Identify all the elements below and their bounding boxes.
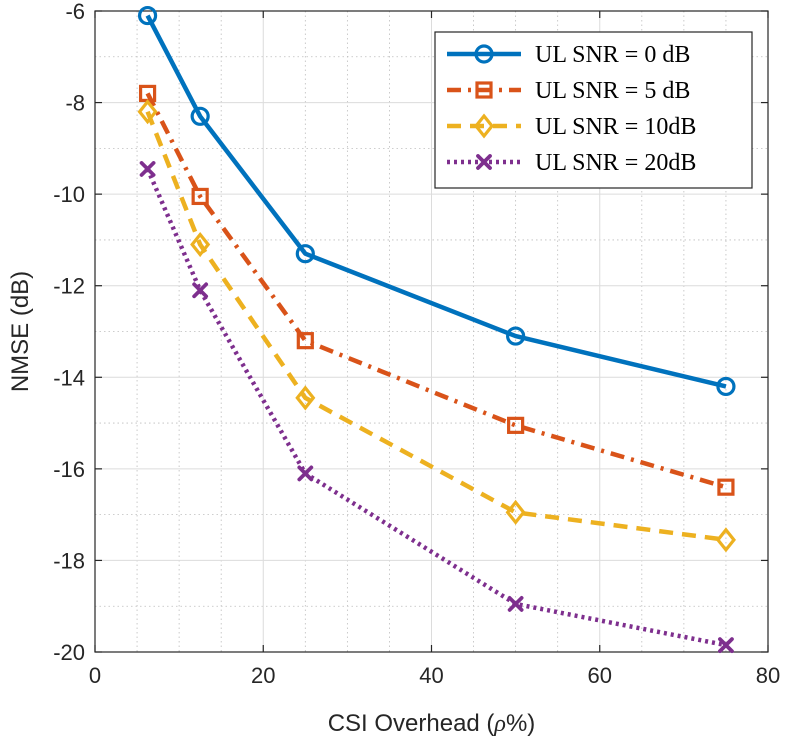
- series-4: [139, 161, 734, 654]
- x-marker-stroke: [192, 282, 209, 299]
- legend-entry: UL SNR = 5 dB: [447, 78, 690, 104]
- x-axis-label: CSI Overhead (ρ%): [328, 710, 536, 737]
- x-tick-label: 80: [756, 663, 780, 688]
- x-marker-stroke: [139, 161, 156, 177]
- y-tick-label: -10: [53, 182, 85, 207]
- series-line: [145, 92, 727, 490]
- series-3: [137, 99, 736, 553]
- data-point: [139, 161, 156, 177]
- data-point: [715, 527, 736, 553]
- x-tick-label: 60: [588, 663, 612, 688]
- legend-marker: [476, 154, 492, 170]
- legend-label: UL SNR = 0 dB: [535, 42, 690, 68]
- x-axis-label-symbol: ρ: [493, 711, 506, 737]
- y-tick-label: -16: [53, 457, 85, 482]
- legend-entry: UL SNR = 10dB: [447, 113, 696, 140]
- series-1: [137, 5, 736, 397]
- y-tick-label: -14: [53, 365, 85, 390]
- x-marker-stroke: [297, 465, 314, 482]
- data-point: [507, 416, 525, 434]
- legend-entry: UL SNR = 0 dB: [447, 42, 690, 68]
- y-axis-label: NMSE (dB): [7, 271, 34, 392]
- legend-label: UL SNR = 5 dB: [535, 78, 690, 104]
- legend-marker: [473, 113, 495, 139]
- legend-box: [434, 31, 753, 189]
- x-marker-stroke: [476, 154, 492, 170]
- data-point: [718, 637, 734, 654]
- data-point: [191, 187, 209, 206]
- series-line: [145, 110, 727, 543]
- x-axis-label-main: CSI Overhead (: [328, 710, 495, 737]
- data-point: [505, 499, 526, 525]
- data-point: [137, 5, 158, 26]
- series-2: [138, 84, 735, 496]
- data-point: [297, 465, 314, 482]
- y-tick-label: -6: [65, 0, 85, 24]
- axis-ticks: 0 20 40 60 80 -20 -18 -16 -14 -12 -10 -8 -6: [53, 0, 780, 688]
- series-line: [145, 168, 727, 648]
- data-point: [716, 376, 736, 397]
- data-point: [717, 478, 735, 496]
- data-point: [295, 385, 316, 411]
- legend-marker: [475, 81, 493, 99]
- data-point: [507, 596, 524, 612]
- x-tick-label: 20: [251, 663, 275, 688]
- legend-entry: UL SNR = 20dB: [447, 150, 696, 176]
- x-tick-label: 40: [419, 663, 443, 688]
- legend-label: UL SNR = 20dB: [535, 150, 696, 176]
- data-point: [190, 231, 211, 258]
- legend-label: UL SNR = 10dB: [535, 114, 696, 140]
- series-line: [145, 14, 727, 389]
- legend-marker: [474, 44, 494, 64]
- y-tick-label: -8: [65, 91, 85, 116]
- data-point: [192, 282, 209, 299]
- legend: UL SNR = 0 dB UL SNR = 5 dB UL SNR = 10dB U…: [434, 31, 753, 189]
- y-tick-label: -18: [53, 548, 85, 573]
- data-point: [137, 99, 158, 125]
- data-point: [506, 326, 526, 346]
- y-tick-label: -20: [53, 640, 85, 665]
- data-point: [295, 244, 315, 264]
- x-marker-stroke: [718, 637, 734, 654]
- series-lines: [137, 5, 736, 654]
- x-tick-label: 0: [89, 663, 101, 688]
- y-tick-label: -12: [53, 274, 85, 299]
- x-marker-stroke: [507, 596, 524, 612]
- data-point: [190, 106, 210, 126]
- x-axis-label-tail: %): [506, 710, 535, 737]
- data-point: [296, 332, 314, 350]
